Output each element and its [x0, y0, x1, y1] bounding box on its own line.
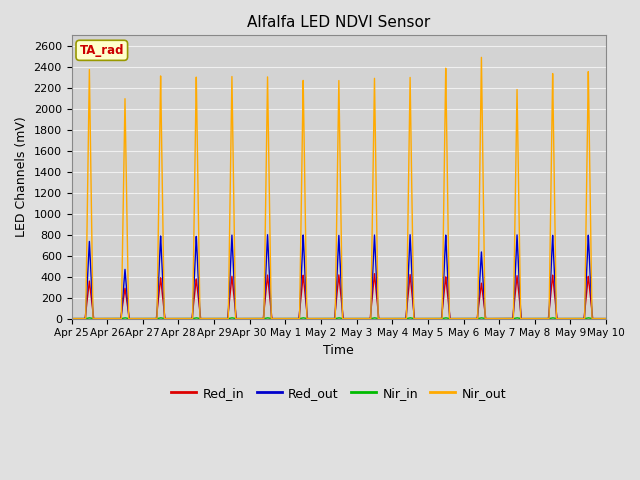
Red_out	[406, 232, 414, 238]
Nir_in	[408, 315, 415, 321]
X-axis label: Time: Time	[323, 344, 354, 357]
Red_in	[261, 298, 269, 303]
Nir_in	[464, 316, 472, 322]
Nir_in	[602, 316, 610, 322]
Legend: Red_in, Red_out, Nir_in, Nir_out: Red_in, Red_out, Nir_in, Nir_out	[166, 382, 511, 405]
Red_out	[261, 286, 269, 291]
Red_out	[408, 256, 415, 262]
Red_out	[464, 316, 472, 322]
Line: Nir_out: Nir_out	[72, 58, 606, 319]
Red_in	[384, 316, 392, 322]
Red_in	[493, 316, 500, 322]
Nir_in	[261, 315, 269, 321]
Red_in	[464, 316, 472, 322]
Nir_out	[493, 316, 500, 322]
Red_in	[408, 283, 415, 289]
Nir_out	[68, 316, 76, 322]
Nir_out	[407, 145, 415, 151]
Red_out	[384, 316, 392, 322]
Nir_out	[477, 55, 485, 60]
Nir_in	[406, 315, 414, 321]
Line: Nir_in: Nir_in	[72, 318, 606, 319]
Nir_out	[261, 238, 269, 244]
Red_in	[602, 316, 610, 322]
Nir_out	[384, 316, 392, 322]
Text: TA_rad: TA_rad	[79, 44, 124, 57]
Red_in	[371, 271, 378, 276]
Line: Red_out: Red_out	[72, 235, 606, 319]
Title: Alfalfa LED NDVI Sensor: Alfalfa LED NDVI Sensor	[247, 15, 431, 30]
Red_out	[95, 316, 102, 322]
Nir_in	[95, 316, 102, 322]
Red_out	[493, 316, 500, 322]
Nir_out	[464, 316, 472, 322]
Red_out	[602, 316, 610, 322]
Red_in	[95, 316, 102, 322]
Nir_in	[68, 316, 76, 322]
Red_in	[68, 316, 76, 322]
Red_out	[68, 316, 76, 322]
Nir_out	[95, 316, 102, 322]
Y-axis label: LED Channels (mV): LED Channels (mV)	[15, 117, 28, 237]
Nir_in	[493, 316, 500, 322]
Line: Red_in: Red_in	[72, 274, 606, 319]
Nir_in	[384, 316, 392, 322]
Nir_out	[602, 316, 610, 322]
